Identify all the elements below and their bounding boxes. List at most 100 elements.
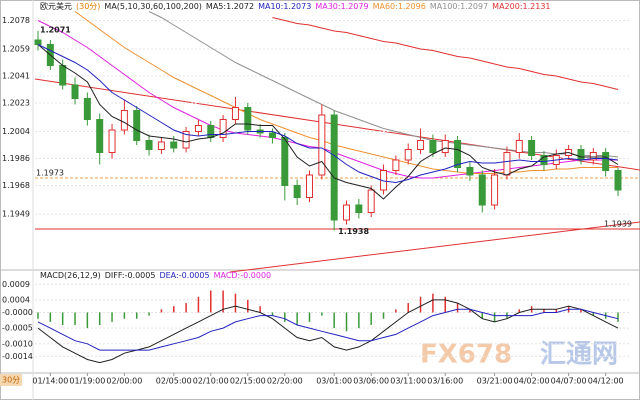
candle-body [120, 110, 128, 131]
candle-body [96, 119, 104, 153]
candle-body [330, 114, 338, 221]
candle-body [219, 119, 227, 138]
x-tick-label: 04/12:00 [588, 377, 624, 386]
period-badge: 30分 [2, 376, 20, 385]
candle-body [244, 107, 252, 131]
candle-body [454, 140, 462, 168]
candle-body [478, 174, 486, 206]
candle-body [528, 140, 536, 156]
candle-body [491, 174, 499, 206]
x-tick-label: 03/06:00 [353, 377, 389, 386]
y-tick-label: 0.0009 [2, 280, 30, 289]
candle-body [404, 149, 412, 161]
candle-body [145, 140, 153, 150]
x-tick-label: 02/00:00 [106, 377, 142, 386]
header-item: MA200:1.2131 [492, 2, 550, 11]
y-tick-label: 1.2078 [2, 16, 30, 25]
candle-body [207, 125, 215, 138]
ma-line [74, 11, 618, 174]
x-tick-label: 03/16:00 [427, 377, 463, 386]
candle-body [392, 159, 400, 171]
header-item: MA30:1.2079 [315, 2, 368, 11]
high-label: 1.2071 [40, 26, 71, 35]
candle-body [343, 204, 351, 221]
x-tick-label: 04/02:00 [514, 377, 550, 386]
header-item: DEA:-0.0005 [159, 271, 209, 280]
candle-body [59, 65, 67, 86]
header-item: MA10:1.2073 [258, 2, 311, 11]
candle-body [503, 152, 511, 176]
candle-body [83, 98, 91, 120]
header: MACD(26,12,9) DIFF:-0.0005 DEA:-0.0005 MACD… [40, 271, 271, 280]
header-item: 欧元美元 [40, 1, 72, 11]
candle-body [577, 149, 585, 161]
candle-body [170, 141, 178, 149]
y-tick-label: 1.1949 [2, 210, 30, 219]
header-item: MACD(26,12,9) [40, 271, 101, 280]
watermark: 汇通网 [540, 340, 618, 370]
x-tick-label: 01/19:00 [69, 377, 105, 386]
candle-body [268, 132, 276, 138]
x-tick-label: 01/14:00 [32, 377, 68, 386]
candle-body [367, 189, 375, 213]
ma-line [37, 20, 618, 179]
y-tick-label: 1.2023 [2, 99, 30, 108]
candle-body [194, 125, 202, 132]
header-item: MA(5,10,30,60,100,200) [104, 2, 202, 11]
y-tick-label: 1.2041 [2, 72, 30, 81]
low-label: 1.1938 [338, 227, 369, 236]
candle-body [417, 140, 425, 150]
candle-body [71, 84, 79, 99]
candle-body [305, 174, 313, 198]
header: 欧元美元 (30分) MA(5,10,30,60,100,200) MA5:1.207… [40, 1, 551, 11]
candle-body [466, 167, 474, 176]
y-tick-label: 1.2004 [2, 127, 30, 136]
candle-body [589, 152, 597, 161]
x-tick-label: 02/20:00 [267, 377, 303, 386]
candle-body [182, 131, 190, 149]
price-line-label: 1.1973 [36, 169, 64, 178]
trend-line [229, 221, 640, 273]
x-tick-label: 02/15:00 [230, 377, 266, 386]
y-tick-label: -0.0005 [2, 324, 33, 333]
ma-line [37, 44, 619, 184]
y-tick-label: 1.1968 [2, 181, 30, 190]
header-item: MA5:1.2072 [206, 2, 254, 11]
x-tick-label: 04/07:00 [551, 377, 587, 386]
candle-body [34, 39, 42, 45]
candle-body [108, 129, 116, 153]
candle-body [355, 204, 363, 213]
y-tick-label: 0.0004 [2, 295, 30, 304]
candle-body [614, 170, 622, 191]
x-tick-label: 02/05:00 [156, 377, 192, 386]
candle-body [429, 140, 437, 153]
y-tick-label: -0.0014 [2, 352, 33, 361]
header-item: MA60:1.2096 [373, 2, 426, 11]
ma-line [272, 17, 619, 90]
candle-body [441, 140, 449, 153]
candle-body [602, 152, 610, 171]
ma-line [37, 44, 619, 200]
header-item: MA100:1.2097 [430, 2, 488, 11]
ma-line [37, 299, 619, 364]
candle-body [281, 137, 289, 186]
x-tick-label: 02/10:00 [193, 377, 229, 386]
header-item: DIFF:-0.0005 [105, 271, 156, 280]
header-item: (30分) [76, 2, 100, 11]
candle-body [515, 140, 523, 153]
candle-body [157, 141, 165, 150]
x-tick-label: 03/01:00 [316, 377, 352, 386]
ma-line [37, 308, 619, 351]
price-line-label: 1.1939 [604, 220, 632, 229]
x-tick-label: 03/11:00 [390, 377, 426, 386]
candle-body [133, 110, 141, 141]
candle-body [231, 107, 239, 120]
y-tick-label: 1.2059 [2, 45, 30, 54]
plot-layer: 1.2078 1.2059 1.2041 1.2023 1.2004 1.1986 1.19… [2, 1, 640, 386]
header-item: MACD:-0.0000 [214, 271, 272, 280]
y-tick-label: 1.1986 [2, 154, 30, 163]
y-tick-label: -0.0000 [2, 308, 33, 317]
candle-body [318, 114, 326, 176]
watermark: FX678 [420, 340, 512, 370]
